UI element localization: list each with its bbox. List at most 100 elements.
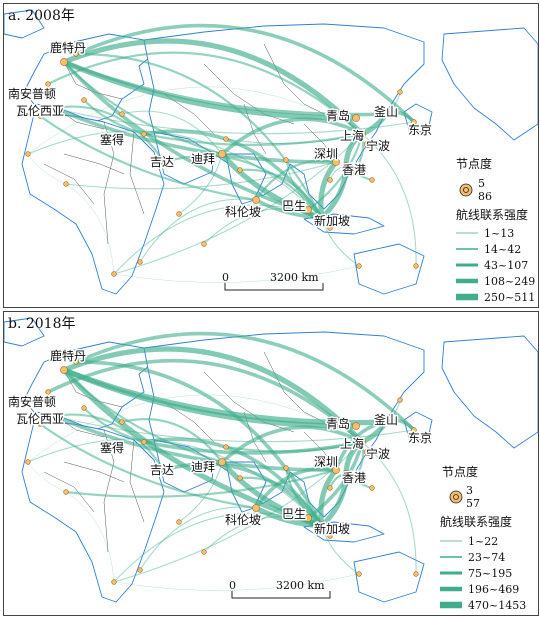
port-node [352,114,360,122]
port-node [237,167,243,173]
route-line [52,105,166,164]
map-panel-2018: 鹿特丹 南安普顿 瓦伦西亚 塞得 吉达 迪拜 科伦坡 巴生 新加坡 深圳 香港 … [3,311,539,616]
label-busan: 釜山 [374,412,398,427]
country-border-line [203,63,295,125]
port-node [25,459,31,465]
scale-start-label: 0 [229,579,236,592]
port-node [283,157,289,163]
port-node [318,522,326,530]
port-node [358,438,366,446]
node-degree-min: 5 [478,177,485,190]
port-node [318,214,326,222]
route-line [65,491,115,583]
route-line [74,52,324,220]
port-node [252,504,260,512]
port-node [111,579,117,585]
north-america-coast [441,27,538,141]
label-jeddah: 吉达 [150,155,174,169]
port-node [223,136,229,142]
port-node [352,422,360,430]
port-node [252,196,260,204]
scale-bar-line [224,283,324,291]
label-hongkong: 香港 [342,471,366,485]
japan-islands [403,103,433,135]
route-line [61,367,325,529]
label-valencia: 瓦伦西亚 [16,103,64,118]
country-border-line [129,131,145,215]
label-rotterdam: 鹿特丹 [50,40,86,55]
label-jeddah: 吉达 [150,463,174,477]
route-line [52,413,166,472]
route-line [220,117,364,156]
route-line [61,346,365,445]
scale-bar-line [231,591,331,599]
panel-title: a. 2008年 [8,8,75,24]
route-line [321,525,360,575]
node-size-small-symbol [463,187,469,193]
route-line [61,38,365,137]
route-line [53,415,415,443]
country-border-line [103,121,115,245]
port-node [111,271,117,277]
node-degree-max: 57 [466,497,480,510]
route-line [113,512,323,583]
route-line [62,368,224,464]
route-line [139,198,257,263]
label-colombo: 科伦坡 [225,204,261,219]
route-line [46,51,364,136]
port-node [119,419,125,425]
route-line [27,438,323,527]
route-class-3-label: 43~107 [484,259,528,272]
country-border-line [263,351,325,423]
route-class-5-label: 250~511 [484,291,535,304]
port-node [397,89,403,95]
port-node [327,485,333,491]
port-node [413,571,419,577]
port-node [364,140,372,148]
label-qingdao: 青岛 [326,416,350,431]
route-line [142,132,364,146]
basemap [4,9,538,295]
node-degree-title: 节点度 [456,156,492,171]
port-node [141,439,147,445]
basemap [4,317,538,603]
label-shanghai: 上海 [340,436,364,451]
label-shenzhen: 深圳 [314,455,338,469]
north-america-coast [441,335,538,449]
port-node [60,366,68,374]
route-line [334,420,388,472]
port-node [364,448,372,456]
route-line [62,60,324,220]
route-line [113,133,363,275]
route-class-1-label: 1~13 [484,227,514,240]
port-node [351,169,357,175]
route-class-4-label: 108~249 [484,275,535,288]
city-labels: 鹿特丹 南安普顿 瓦伦西亚 塞得 吉达 迪拜 科伦坡 巴生 新加坡 深圳 香港 … [7,347,434,538]
route-line [225,133,363,145]
route-line [361,441,417,575]
route-line [113,573,360,591]
label-shenzhen: 深圳 [314,147,338,161]
africa-landmass [21,421,165,603]
port-node [332,158,340,166]
label-colombo: 科伦坡 [225,512,261,527]
port-node [369,177,375,183]
route-class-1-label: 1~22 [468,535,498,548]
port-node [37,421,43,427]
africa-landmass [21,113,165,295]
route-strength-title: 航线联系强度 [456,207,528,222]
label-qingdao: 青岛 [326,108,350,123]
country-border-line [103,429,115,553]
label-shanghai: 上海 [340,128,364,143]
port-nodes [25,359,419,585]
route-line [319,163,349,221]
port-node [119,111,125,117]
port-node [283,465,289,471]
port-node [327,177,333,183]
route-line [162,154,324,220]
route-line [27,394,363,463]
label-ningbo: 宁波 [366,138,390,153]
route-line [113,204,323,275]
route-line [319,471,349,529]
port-node [137,259,143,265]
